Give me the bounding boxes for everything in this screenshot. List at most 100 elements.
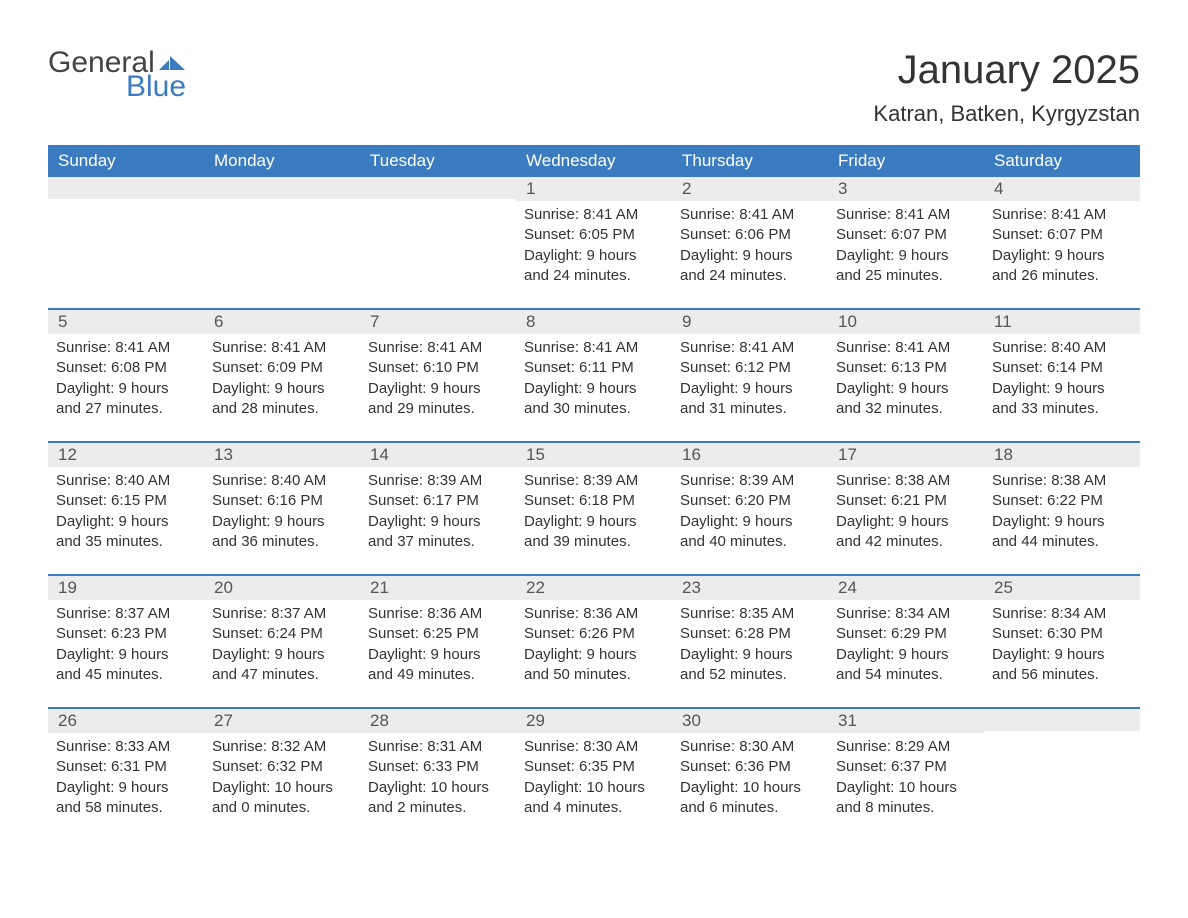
logo-text-blue: Blue: [126, 72, 186, 102]
day-sunrise: Sunrise: 8:29 AM: [836, 737, 976, 757]
day-dl2: and 32 minutes.: [836, 399, 976, 419]
daynum-row: 11: [984, 310, 1140, 334]
day-sunset: Sunset: 6:13 PM: [836, 358, 976, 378]
page-header: General Blue January 2025 Katran, Batken…: [48, 48, 1140, 127]
day-sunrise: Sunrise: 8:40 AM: [992, 338, 1132, 358]
day-sunset: Sunset: 6:06 PM: [680, 225, 820, 245]
day-dl1: Daylight: 9 hours: [524, 512, 664, 532]
day-dl1: Daylight: 10 hours: [212, 778, 352, 798]
daynum-row: 16: [672, 443, 828, 467]
calendar-cell: 4Sunrise: 8:41 AMSunset: 6:07 PMDaylight…: [984, 177, 1140, 309]
day-sunset: Sunset: 6:12 PM: [680, 358, 820, 378]
day-dl1: Daylight: 9 hours: [56, 379, 196, 399]
day-sunset: Sunset: 6:14 PM: [992, 358, 1132, 378]
daynum-row: 6: [204, 310, 360, 334]
day-sunset: Sunset: 6:28 PM: [680, 624, 820, 644]
calendar-cell: 11Sunrise: 8:40 AMSunset: 6:14 PMDayligh…: [984, 309, 1140, 442]
day-dl1: Daylight: 9 hours: [992, 512, 1132, 532]
day-sunset: Sunset: 6:33 PM: [368, 757, 508, 777]
daynum-row: 19: [48, 576, 204, 600]
daynum-row: 23: [672, 576, 828, 600]
calendar-cell: 12Sunrise: 8:40 AMSunset: 6:15 PMDayligh…: [48, 442, 204, 575]
day-dl1: Daylight: 9 hours: [368, 645, 508, 665]
day-header: Saturday: [984, 145, 1140, 177]
day-dl2: and 36 minutes.: [212, 532, 352, 552]
day-dl1: Daylight: 9 hours: [836, 246, 976, 266]
daynum-row: 13: [204, 443, 360, 467]
calendar-cell: [360, 177, 516, 309]
day-number: 29: [526, 711, 545, 730]
day-sunrise: Sunrise: 8:41 AM: [524, 338, 664, 358]
daynum-row: 14: [360, 443, 516, 467]
day-sunset: Sunset: 6:22 PM: [992, 491, 1132, 511]
day-number: 27: [214, 711, 233, 730]
calendar-cell: 8Sunrise: 8:41 AMSunset: 6:11 PMDaylight…: [516, 309, 672, 442]
day-dl1: Daylight: 9 hours: [212, 645, 352, 665]
day-number: 20: [214, 578, 233, 597]
day-number: 10: [838, 312, 857, 331]
day-dl2: and 35 minutes.: [56, 532, 196, 552]
day-dl2: and 52 minutes.: [680, 665, 820, 685]
daynum-row: 30: [672, 709, 828, 733]
calendar-cell: 30Sunrise: 8:30 AMSunset: 6:36 PMDayligh…: [672, 708, 828, 840]
day-dl2: and 58 minutes.: [56, 798, 196, 818]
calendar-cell: 18Sunrise: 8:38 AMSunset: 6:22 PMDayligh…: [984, 442, 1140, 575]
day-sunrise: Sunrise: 8:31 AM: [368, 737, 508, 757]
daynum-row: 17: [828, 443, 984, 467]
day-sunrise: Sunrise: 8:33 AM: [56, 737, 196, 757]
day-dl1: Daylight: 9 hours: [836, 512, 976, 532]
day-dl1: Daylight: 9 hours: [524, 246, 664, 266]
calendar-cell: 9Sunrise: 8:41 AMSunset: 6:12 PMDaylight…: [672, 309, 828, 442]
day-dl2: and 24 minutes.: [524, 266, 664, 286]
day-number: 9: [682, 312, 691, 331]
day-dl1: Daylight: 10 hours: [524, 778, 664, 798]
calendar-cell: 7Sunrise: 8:41 AMSunset: 6:10 PMDaylight…: [360, 309, 516, 442]
day-sunset: Sunset: 6:37 PM: [836, 757, 976, 777]
day-sunset: Sunset: 6:16 PM: [212, 491, 352, 511]
daynum-row-empty: [984, 709, 1140, 731]
day-number: 2: [682, 179, 691, 198]
day-dl2: and 4 minutes.: [524, 798, 664, 818]
day-sunrise: Sunrise: 8:41 AM: [368, 338, 508, 358]
day-number: 5: [58, 312, 67, 331]
day-sunset: Sunset: 6:11 PM: [524, 358, 664, 378]
day-dl2: and 45 minutes.: [56, 665, 196, 685]
day-dl1: Daylight: 9 hours: [56, 512, 196, 532]
day-number: 25: [994, 578, 1013, 597]
day-dl1: Daylight: 9 hours: [680, 645, 820, 665]
day-header: Sunday: [48, 145, 204, 177]
day-dl2: and 44 minutes.: [992, 532, 1132, 552]
day-header: Wednesday: [516, 145, 672, 177]
calendar-cell: 26Sunrise: 8:33 AMSunset: 6:31 PMDayligh…: [48, 708, 204, 840]
daynum-row: 2: [672, 177, 828, 201]
day-dl1: Daylight: 9 hours: [680, 512, 820, 532]
calendar-cell: 24Sunrise: 8:34 AMSunset: 6:29 PMDayligh…: [828, 575, 984, 708]
daynum-row: 22: [516, 576, 672, 600]
calendar-cell: 14Sunrise: 8:39 AMSunset: 6:17 PMDayligh…: [360, 442, 516, 575]
calendar-cell: [204, 177, 360, 309]
day-sunset: Sunset: 6:32 PM: [212, 757, 352, 777]
calendar-cell: 15Sunrise: 8:39 AMSunset: 6:18 PMDayligh…: [516, 442, 672, 575]
day-number: 11: [994, 312, 1012, 331]
day-sunrise: Sunrise: 8:41 AM: [992, 205, 1132, 225]
calendar-week-row: 5Sunrise: 8:41 AMSunset: 6:08 PMDaylight…: [48, 309, 1140, 442]
calendar-cell: 21Sunrise: 8:36 AMSunset: 6:25 PMDayligh…: [360, 575, 516, 708]
day-sunset: Sunset: 6:20 PM: [680, 491, 820, 511]
calendar-week-row: 12Sunrise: 8:40 AMSunset: 6:15 PMDayligh…: [48, 442, 1140, 575]
calendar-cell: 27Sunrise: 8:32 AMSunset: 6:32 PMDayligh…: [204, 708, 360, 840]
day-sunrise: Sunrise: 8:39 AM: [524, 471, 664, 491]
day-sunrise: Sunrise: 8:41 AM: [56, 338, 196, 358]
day-sunrise: Sunrise: 8:30 AM: [680, 737, 820, 757]
day-number: 26: [58, 711, 77, 730]
day-number: 21: [370, 578, 389, 597]
calendar-cell: 5Sunrise: 8:41 AMSunset: 6:08 PMDaylight…: [48, 309, 204, 442]
day-sunset: Sunset: 6:23 PM: [56, 624, 196, 644]
day-dl1: Daylight: 10 hours: [680, 778, 820, 798]
daynum-row: 18: [984, 443, 1140, 467]
calendar-cell: [984, 708, 1140, 840]
day-sunrise: Sunrise: 8:41 AM: [212, 338, 352, 358]
daynum-row: 10: [828, 310, 984, 334]
day-sunrise: Sunrise: 8:41 AM: [680, 338, 820, 358]
day-dl2: and 30 minutes.: [524, 399, 664, 419]
day-sunset: Sunset: 6:17 PM: [368, 491, 508, 511]
